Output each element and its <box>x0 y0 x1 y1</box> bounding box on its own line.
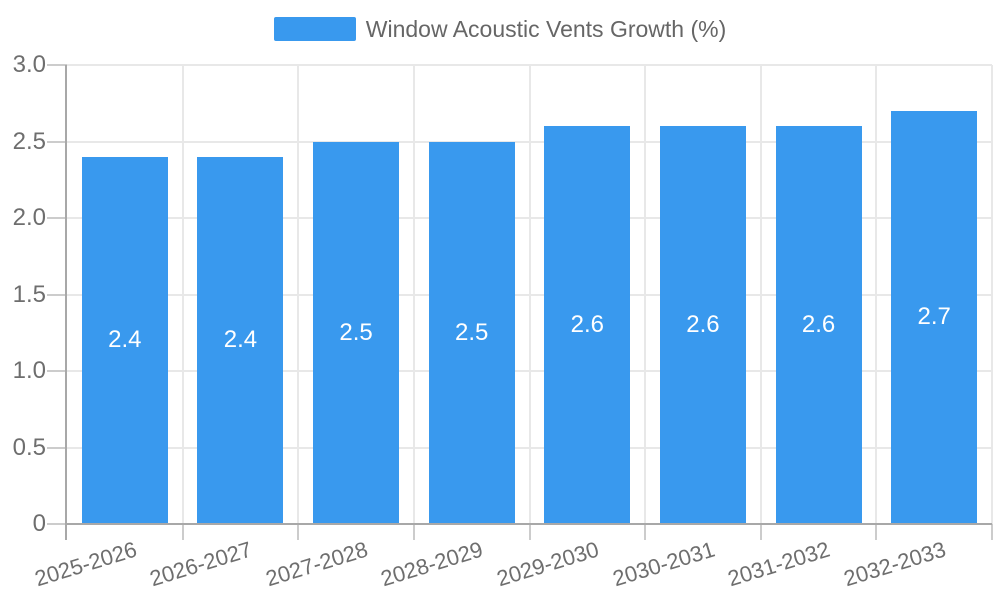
x-tick-label: 2032-2033 <box>840 536 949 592</box>
x-axis-line <box>65 523 992 525</box>
y-tick-mark <box>47 217 67 219</box>
x-gridline <box>991 65 993 524</box>
bar <box>775 126 862 524</box>
bar-value-label: 2.4 <box>223 326 258 354</box>
y-tick-label: 2.0 <box>12 204 46 231</box>
bar <box>544 126 631 524</box>
x-tick-mark <box>759 524 762 540</box>
bar-value-label: 2.4 <box>108 326 142 354</box>
bar <box>313 141 400 524</box>
y-tick-label: 0.5 <box>12 433 46 461</box>
x-gridline <box>644 65 647 524</box>
y-tick-mark <box>47 370 67 372</box>
x-tick-label: 2029-2030 <box>493 536 602 592</box>
x-tick-label: 2025-2026 <box>31 536 140 592</box>
bar-value-label: 2.7 <box>917 303 951 331</box>
y-tick-mark <box>47 293 67 296</box>
y-tick-mark <box>47 446 67 449</box>
bar <box>428 141 515 524</box>
x-tick-mark <box>875 524 878 540</box>
chart-legend[interactable]: Window Acoustic Vents Growth (%) <box>0 16 1000 42</box>
bar <box>891 110 978 524</box>
bar-value-label: 2.6 <box>686 311 720 339</box>
x-gridline <box>412 65 415 524</box>
legend-swatch[interactable] <box>273 17 356 41</box>
x-gridline <box>297 65 300 524</box>
x-tick-mark <box>528 524 531 540</box>
x-tick-mark <box>181 524 184 540</box>
y-tick-label: 2.5 <box>12 127 46 155</box>
bar <box>81 156 168 524</box>
y-tick-label: 0 <box>32 510 46 537</box>
x-tick-mark <box>297 524 300 540</box>
bar-value-label: 2.6 <box>801 311 836 339</box>
y-tick-mark <box>47 140 67 143</box>
x-gridline <box>181 65 184 524</box>
x-gridline <box>759 65 762 524</box>
x-tick-label: 2027-2028 <box>262 536 371 592</box>
x-tick-label: 2031-2032 <box>725 536 834 592</box>
y-tick-label: 1.5 <box>12 280 46 308</box>
bar <box>197 156 284 524</box>
y-tick-mark <box>47 523 67 525</box>
y-axis-line <box>65 65 67 540</box>
legend-label[interactable]: Window Acoustic Vents Growth (%) <box>365 16 727 42</box>
bar <box>659 126 746 524</box>
x-tick-mark <box>412 524 415 540</box>
y-tick-mark <box>47 64 67 66</box>
bar-value-label: 2.5 <box>455 318 489 346</box>
x-tick-label: 2028-2029 <box>378 536 487 592</box>
bar-value-label: 2.5 <box>339 318 373 346</box>
x-tick-mark <box>644 524 647 540</box>
y-tick-label: 1.0 <box>12 357 46 384</box>
bar-value-label: 2.6 <box>570 311 604 339</box>
x-tick-mark <box>991 524 993 540</box>
x-tick-label: 2026-2027 <box>147 536 255 592</box>
x-gridline <box>875 65 878 524</box>
x-gridline <box>528 65 531 524</box>
y-tick-label: 3.0 <box>12 51 46 78</box>
x-tick-label: 2030-2031 <box>609 536 718 592</box>
